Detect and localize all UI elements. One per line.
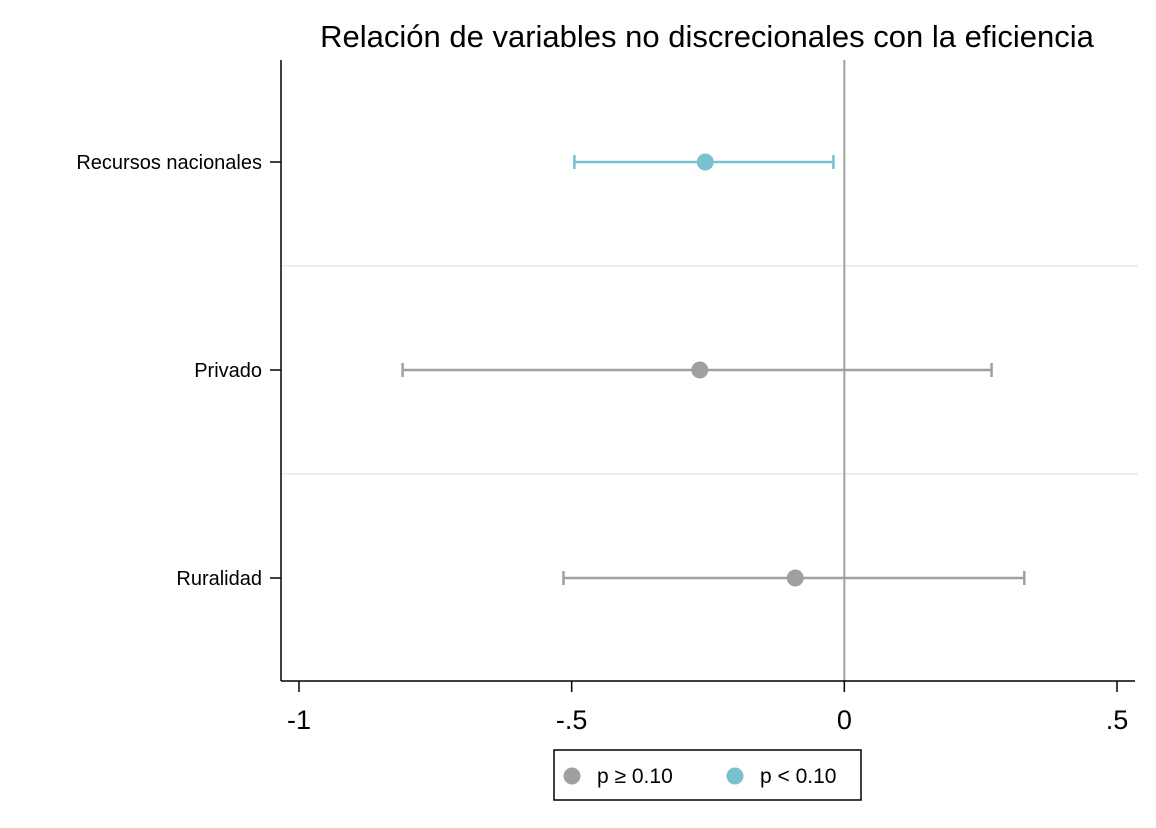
plot-area: -1 -.5 0 .5 Recursos nacionales Privado Rurali… (76, 60, 1138, 735)
legend-label: p < 0.10 (760, 765, 836, 788)
x-tick-label: -.5 (556, 705, 588, 735)
y-category-label: Recursos nacionales (76, 152, 262, 174)
point-estimate (786, 569, 804, 587)
x-tick-label: .5 (1106, 705, 1129, 735)
chart-title: Relación de variables no discrecionales … (320, 19, 1094, 54)
legend: p ≥ 0.10 p < 0.10 (553, 749, 862, 801)
legend-label: p ≥ 0.10 (597, 765, 673, 788)
x-tick-label: -1 (287, 705, 311, 735)
legend-marker (563, 767, 581, 785)
point-estimate (691, 361, 709, 379)
legend-box (553, 749, 862, 801)
point-estimate (696, 153, 714, 171)
y-category-label: Privado (194, 360, 262, 382)
legend-marker (726, 767, 744, 785)
y-category-label: Ruralidad (176, 568, 262, 590)
x-tick-label: 0 (837, 705, 852, 735)
